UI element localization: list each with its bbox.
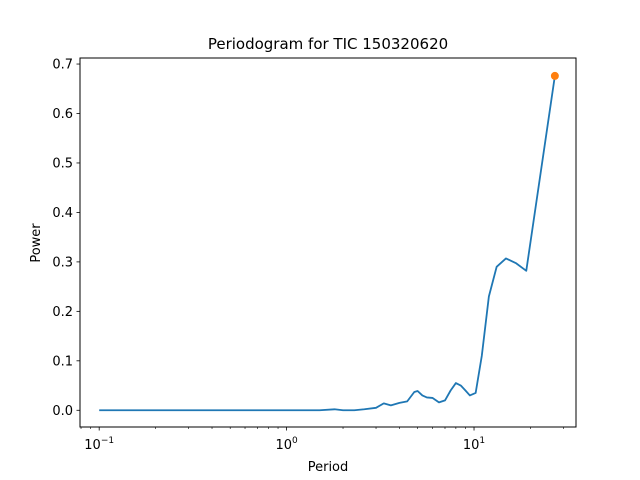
y-tick-label: 0.4: [52, 206, 73, 221]
y-tick-label: 0.0: [52, 404, 73, 419]
x-tick-label: 100: [275, 436, 298, 453]
y-tick-label: 0.1: [52, 354, 73, 369]
x-axis-ticks: 10−1 100 101: [80, 427, 564, 453]
y-tick-label: 0.3: [52, 255, 73, 270]
y-axis-label: Power: [29, 223, 44, 263]
chart-title: Periodogram for TIC 150320620: [208, 35, 448, 53]
plot-data: [99, 71, 559, 412]
axes-frame: [79, 57, 577, 428]
y-tick-label: 0.7: [52, 58, 73, 73]
x-axis-label: Period: [308, 460, 349, 475]
peak-marker: [550, 71, 559, 80]
y-tick-label: 0.6: [52, 107, 73, 122]
series-line-0: [99, 75, 556, 412]
x-tick-label: 101: [463, 436, 485, 453]
x-tick-label: 10−1: [84, 436, 114, 453]
y-axis-ticks: 0.0 0.1 0.2 0.3 0.4 0.5 0.6 0.7: [52, 58, 80, 419]
y-tick-label: 0.2: [52, 305, 73, 320]
y-tick-label: 0.5: [52, 156, 73, 171]
